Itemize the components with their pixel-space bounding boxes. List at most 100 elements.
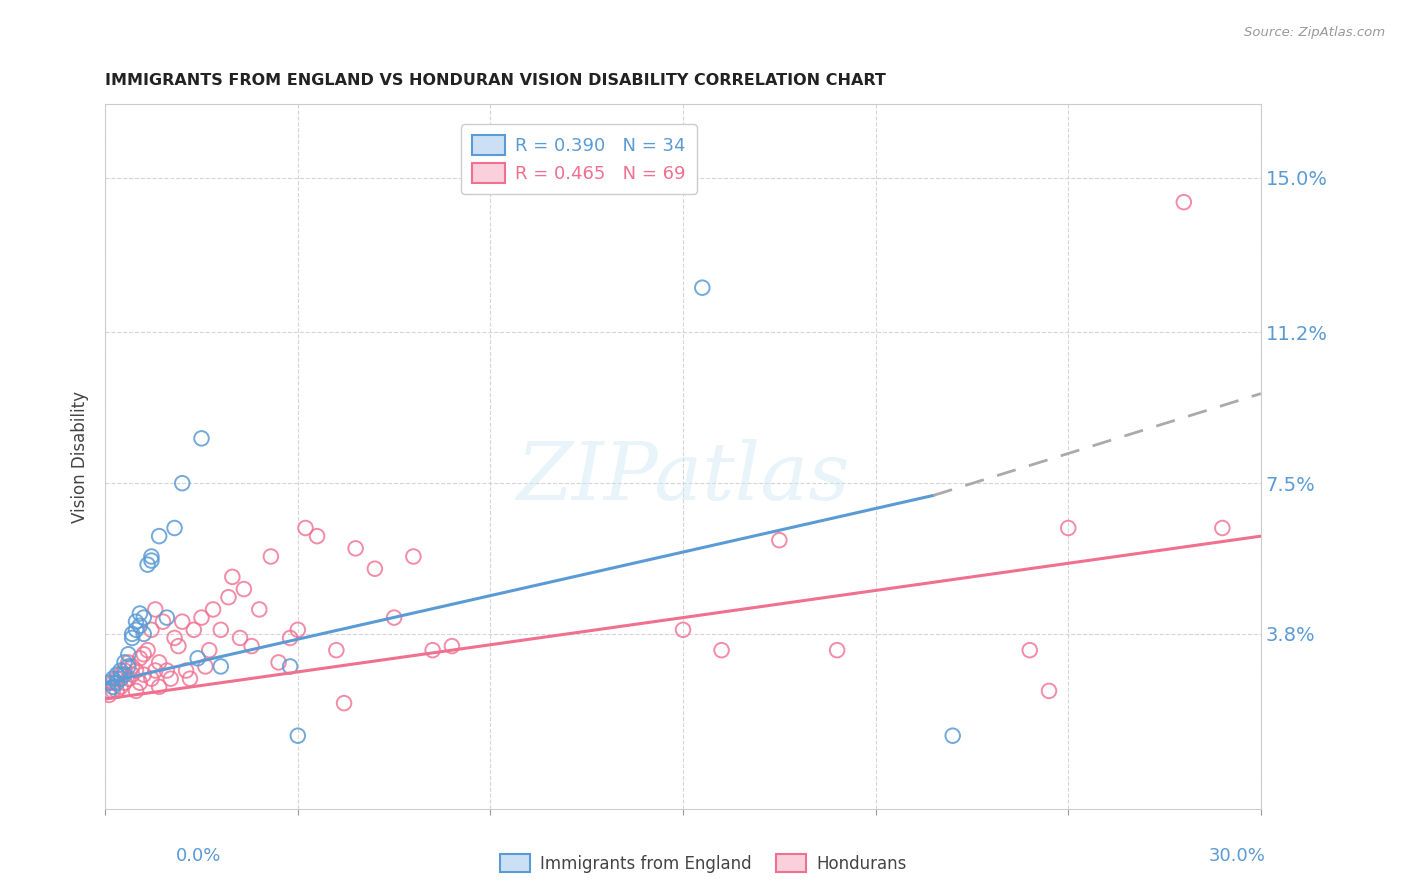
- Text: ZIPatlas: ZIPatlas: [516, 439, 849, 516]
- Point: [247, 602, 270, 616]
- Point: [287, 729, 309, 743]
- Point: [132, 610, 155, 624]
- Point: [672, 623, 695, 637]
- Point: [179, 672, 201, 686]
- Point: [110, 667, 132, 681]
- Point: [98, 675, 121, 690]
- Point: [105, 675, 128, 690]
- Point: [402, 549, 425, 564]
- Y-axis label: Vision Disability: Vision Disability: [72, 391, 89, 523]
- Point: [117, 672, 139, 686]
- Point: [1018, 643, 1040, 657]
- Point: [692, 281, 714, 295]
- Point: [1038, 684, 1060, 698]
- Legend: R = 0.390   N = 34, R = 0.465   N = 69: R = 0.390 N = 34, R = 0.465 N = 69: [461, 124, 697, 194]
- Point: [156, 610, 179, 624]
- Point: [294, 521, 316, 535]
- Point: [114, 664, 136, 678]
- Point: [172, 615, 194, 629]
- Point: [110, 664, 132, 678]
- Point: [152, 615, 174, 629]
- Point: [105, 684, 128, 698]
- Point: [278, 631, 301, 645]
- Point: [121, 659, 143, 673]
- Point: [221, 570, 243, 584]
- Point: [114, 675, 136, 690]
- Text: IMMIGRANTS FROM ENGLAND VS HONDURAN VISION DISABILITY CORRELATION CHART: IMMIGRANTS FROM ENGLAND VS HONDURAN VISI…: [105, 73, 886, 88]
- Point: [101, 680, 124, 694]
- Text: 30.0%: 30.0%: [1209, 847, 1265, 865]
- Point: [1173, 195, 1195, 210]
- Point: [117, 647, 139, 661]
- Point: [174, 664, 197, 678]
- Point: [143, 602, 166, 616]
- Point: [710, 643, 733, 657]
- Point: [128, 618, 150, 632]
- Point: [128, 675, 150, 690]
- Point: [125, 615, 148, 629]
- Point: [344, 541, 367, 556]
- Point: [136, 643, 159, 657]
- Point: [307, 529, 329, 543]
- Point: [121, 631, 143, 645]
- Point: [148, 680, 170, 694]
- Point: [110, 672, 132, 686]
- Point: [128, 651, 150, 665]
- Point: [110, 680, 132, 694]
- Point: [125, 684, 148, 698]
- Point: [240, 639, 263, 653]
- Point: [768, 533, 790, 548]
- Point: [128, 607, 150, 621]
- Point: [267, 656, 290, 670]
- Point: [114, 656, 136, 670]
- Point: [148, 529, 170, 543]
- Point: [125, 623, 148, 637]
- Point: [132, 667, 155, 681]
- Point: [825, 643, 848, 657]
- Point: [101, 672, 124, 686]
- Point: [260, 549, 283, 564]
- Point: [114, 667, 136, 681]
- Point: [98, 684, 121, 698]
- Point: [209, 659, 232, 673]
- Point: [1057, 521, 1080, 535]
- Point: [287, 623, 309, 637]
- Point: [125, 664, 148, 678]
- Point: [98, 688, 121, 702]
- Point: [143, 664, 166, 678]
- Point: [156, 664, 179, 678]
- Point: [167, 639, 190, 653]
- Point: [132, 647, 155, 661]
- Point: [194, 659, 217, 673]
- Point: [148, 656, 170, 670]
- Point: [141, 549, 163, 564]
- Point: [325, 643, 347, 657]
- Point: [163, 631, 186, 645]
- Point: [105, 672, 128, 686]
- Point: [218, 591, 240, 605]
- Point: [202, 602, 225, 616]
- Point: [159, 672, 181, 686]
- Point: [190, 610, 212, 624]
- Point: [364, 562, 387, 576]
- Point: [121, 667, 143, 681]
- Point: [1211, 521, 1233, 535]
- Point: [190, 431, 212, 445]
- Point: [187, 651, 209, 665]
- Point: [209, 623, 232, 637]
- Point: [117, 659, 139, 673]
- Point: [136, 558, 159, 572]
- Point: [440, 639, 463, 653]
- Point: [141, 553, 163, 567]
- Point: [422, 643, 444, 657]
- Legend: Immigrants from England, Hondurans: Immigrants from England, Hondurans: [494, 847, 912, 880]
- Point: [132, 627, 155, 641]
- Point: [121, 627, 143, 641]
- Point: [117, 656, 139, 670]
- Point: [141, 672, 163, 686]
- Point: [942, 729, 965, 743]
- Text: 0.0%: 0.0%: [176, 847, 221, 865]
- Point: [278, 659, 301, 673]
- Point: [101, 684, 124, 698]
- Text: Source: ZipAtlas.com: Source: ZipAtlas.com: [1244, 26, 1385, 39]
